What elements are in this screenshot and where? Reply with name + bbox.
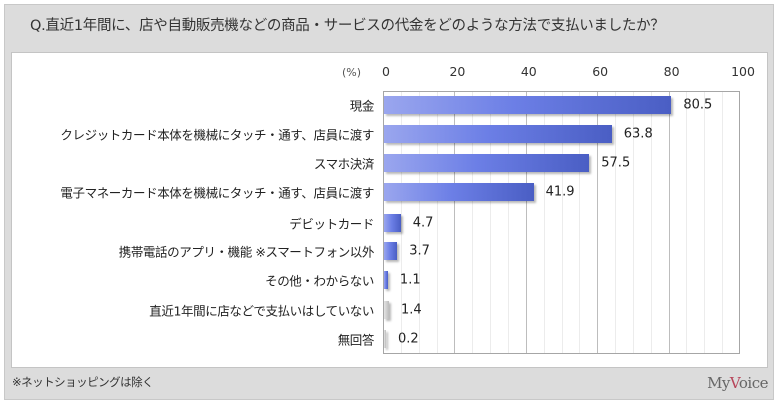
value-label: 63.8: [623, 126, 653, 142]
axis-unit-label: (%): [342, 66, 362, 79]
gridline: [436, 92, 438, 353]
category-label: 携帯電話のアプリ・機能 ※スマートフォン以外: [118, 244, 375, 260]
value-label: 0.2: [398, 331, 419, 347]
chart-title: Q.直近1年間に、店や自動販売機などの商品・サービスの代金をどのような方法で支払…: [30, 18, 665, 34]
category-label: 無回答: [337, 332, 375, 348]
bar: [384, 154, 590, 172]
gridline: [668, 92, 670, 353]
gridline: [561, 92, 563, 353]
bar: [384, 271, 388, 289]
gridline: [490, 92, 492, 353]
brand-prefix: My: [707, 374, 730, 392]
gridline: [686, 92, 688, 353]
gridline: [579, 92, 581, 353]
bar: [384, 301, 389, 319]
gridline: [418, 92, 420, 353]
brand-suffix: oice: [738, 374, 769, 392]
x-tick-label: 40: [520, 64, 537, 79]
value-label: 41.9: [545, 184, 575, 200]
category-label: クレジットカード本体を機械にタッチ・通す、店員に渡す: [60, 127, 374, 143]
gridline: [472, 92, 474, 353]
gridline: [543, 92, 545, 353]
x-tick-label: 100: [731, 64, 755, 79]
gridline: [525, 92, 527, 353]
bar: [384, 183, 534, 201]
bar: [384, 214, 401, 232]
gridline: [597, 92, 599, 353]
category-label: 直近1年間に店などで支払いはしていない: [149, 303, 374, 319]
bar: [384, 125, 612, 143]
value-label: 80.5: [683, 97, 713, 113]
value-label: 1.1: [399, 272, 421, 288]
category-label: スマホ決済: [313, 156, 375, 172]
bar: [384, 96, 672, 114]
gridline: [507, 92, 509, 353]
brand-logo: MyVoice: [707, 374, 768, 392]
plot-area: [383, 91, 740, 354]
x-tick-label: 0: [382, 64, 390, 79]
brand-accent: V: [729, 374, 739, 392]
gridline: [615, 92, 617, 353]
x-tick-label: 60: [592, 64, 609, 79]
x-tick-label: 80: [663, 64, 680, 79]
value-label: 57.5: [601, 155, 631, 171]
value-label: 4.7: [412, 215, 434, 231]
gridline: [722, 92, 724, 353]
bar: [384, 242, 398, 260]
category-label: 現金: [349, 98, 375, 114]
category-label: その他・わからない: [265, 273, 374, 289]
category-label: デビットカード: [289, 216, 374, 232]
category-label: 電子マネーカード本体を機械にタッチ・通す、店員に渡す: [60, 185, 374, 201]
gridline: [454, 92, 456, 353]
footnote: ※ネットショッピングは除く: [12, 375, 154, 389]
gridline: [632, 92, 634, 353]
x-tick-label: 20: [449, 64, 466, 79]
value-label: 1.4: [400, 302, 422, 318]
gridline: [704, 92, 706, 353]
gridline: [650, 92, 652, 353]
bar: [384, 330, 386, 348]
value-label: 3.7: [409, 243, 430, 259]
gridline: [400, 92, 402, 353]
